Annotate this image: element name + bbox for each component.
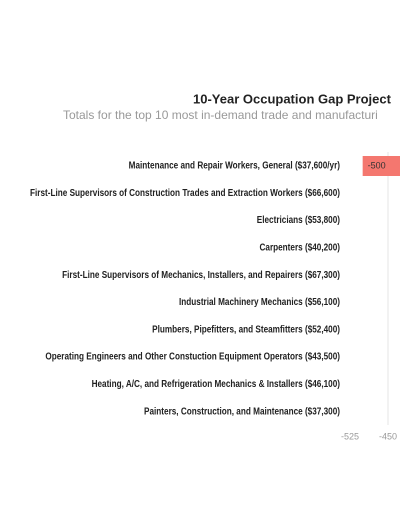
y-tick-label: Operating Engineers and Other Constuctio… — [45, 351, 340, 362]
x-tick-label: -450 — [379, 431, 397, 441]
chart-subtitle: Totals for the top 10 most in-demand tra… — [63, 108, 378, 122]
x-tick-label: -525 — [341, 431, 359, 441]
chart-title: 10-Year Occupation Gap Project — [193, 91, 392, 106]
y-tick-label: First-Line Supervisors of Construction T… — [30, 187, 340, 198]
y-tick-label: Carpenters ($40,200) — [259, 242, 340, 253]
y-tick-label: Maintenance and Repair Workers, General … — [129, 160, 340, 171]
plot-area: -500 — [362, 152, 400, 425]
y-tick-label: Plumbers, Pipefitters, and Steamfitters … — [152, 324, 340, 335]
y-tick-label: Electricians ($53,800) — [257, 214, 340, 225]
bar — [362, 156, 400, 176]
y-tick-label: Industrial Machinery Mechanics ($56,100) — [179, 296, 340, 307]
y-tick-label: First-Line Supervisors of Mechanics, Ins… — [62, 269, 340, 280]
data-label: -500 — [368, 160, 386, 170]
y-tick-label: Heating, A/C, and Refrigeration Mechanic… — [92, 378, 340, 389]
y-tick-label: Painters, Construction, and Maintenance … — [144, 406, 340, 417]
